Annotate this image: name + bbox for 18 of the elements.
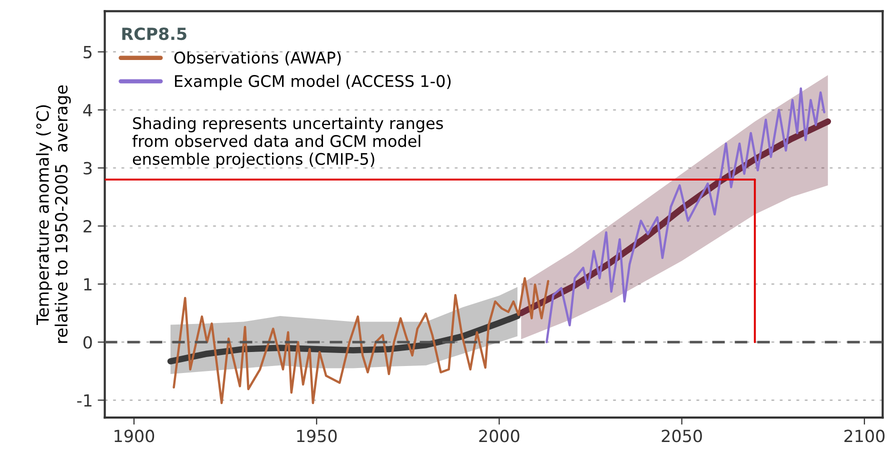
y-tick-label: 2 bbox=[84, 220, 92, 232]
annotation: Shading represents uncertainty ranges from observed data and GCM model ensemble projections (CMIP-5) bbox=[132, 116, 443, 168]
legend-label: Example GCM model (ACCESS 1-0) bbox=[175, 74, 451, 90]
x-tick-label: 1950 bbox=[297, 430, 337, 442]
y-tick-label: 5 bbox=[84, 46, 92, 58]
y-tick-label: 3 bbox=[84, 162, 92, 175]
y-tick-label: -1 bbox=[77, 394, 92, 406]
x-tick-label: 2050 bbox=[662, 430, 702, 442]
legend-title: RCP8.5 bbox=[122, 27, 186, 40]
x-tick-label: 2000 bbox=[479, 430, 520, 442]
y-tick-label: 1 bbox=[84, 278, 92, 290]
y-tick-label: 0 bbox=[83, 336, 92, 349]
line-series bbox=[172, 277, 550, 404]
x-tick-label: 1900 bbox=[114, 430, 154, 442]
legend-label: Observations (AWAP) bbox=[174, 51, 341, 66]
y-axis-title: Temperature anomaly (°C) relative to 1950-2005 average bbox=[36, 85, 71, 343]
x-tick-label: 2100 bbox=[844, 430, 885, 442]
y-tick-label: 4 bbox=[83, 104, 92, 116]
